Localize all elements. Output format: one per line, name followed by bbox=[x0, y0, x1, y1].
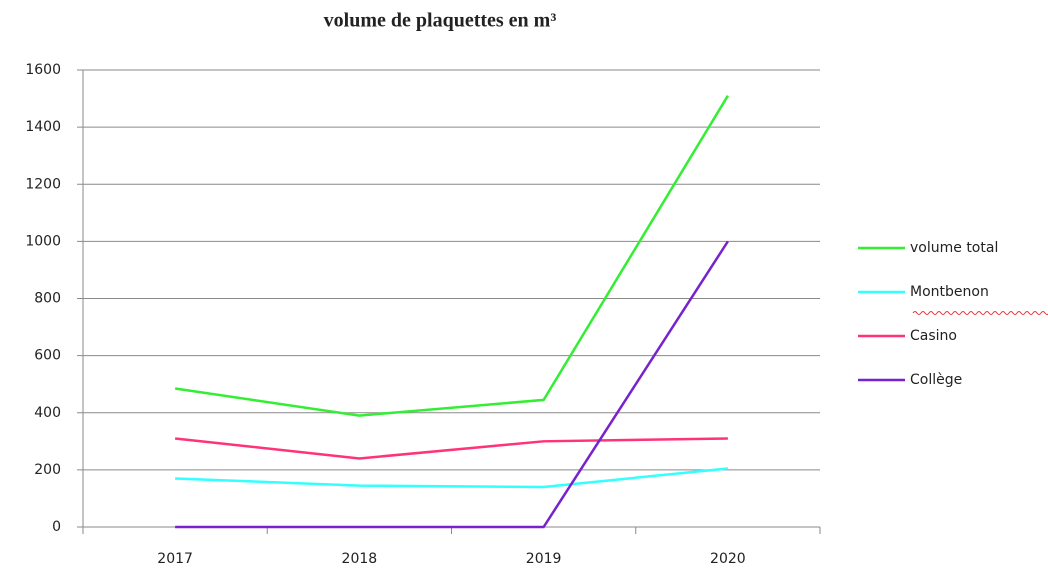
legend-label: Montbenon bbox=[910, 284, 989, 300]
x-tick-label: 2019 bbox=[526, 551, 562, 567]
x-tick-label: 2020 bbox=[710, 551, 746, 567]
legend-label: Casino bbox=[910, 328, 957, 344]
series-line bbox=[175, 240, 729, 529]
y-tick-label: 800 bbox=[34, 291, 61, 307]
y-tick-label: 400 bbox=[34, 405, 61, 421]
series-line bbox=[174, 437, 728, 460]
y-tick-label: 1200 bbox=[25, 176, 61, 192]
series-line bbox=[174, 95, 729, 417]
y-tick-label: 600 bbox=[34, 348, 61, 364]
spellcheck-underline bbox=[912, 311, 1048, 315]
series-line bbox=[175, 467, 729, 489]
y-tick-label: 1000 bbox=[25, 233, 61, 249]
y-tick-label: 1600 bbox=[25, 62, 61, 78]
legend-label: volume total bbox=[910, 240, 998, 256]
x-tick-label: 2018 bbox=[342, 551, 378, 567]
y-tick-label: 1400 bbox=[25, 119, 61, 135]
chart-title: volume de plaquettes en m³ bbox=[324, 10, 557, 32]
y-tick-label: 0 bbox=[52, 519, 61, 535]
y-tick-label: 200 bbox=[34, 462, 61, 478]
legend-label: Collège bbox=[910, 372, 962, 388]
x-tick-label: 2017 bbox=[157, 551, 193, 567]
